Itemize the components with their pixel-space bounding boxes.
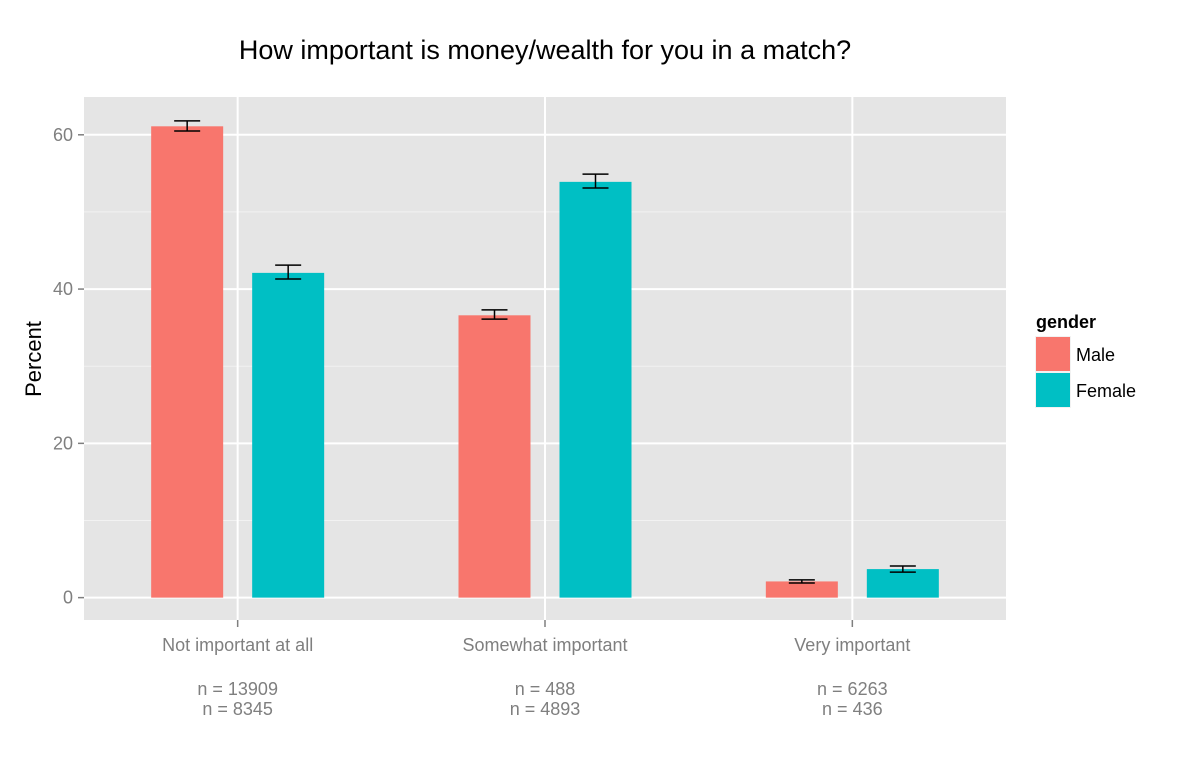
bar-male-2 xyxy=(458,315,531,598)
legend-title: gender xyxy=(1036,312,1096,332)
bar-female-1 xyxy=(252,272,325,598)
legend-key-male xyxy=(1036,337,1070,371)
sample-size-label: n = 6263 xyxy=(817,679,888,699)
sample-size-label: n = 436 xyxy=(822,699,883,719)
sample-size-label: n = 8345 xyxy=(202,699,273,719)
legend: gender Male Female xyxy=(1035,312,1136,408)
y-tick-label: 0 xyxy=(63,588,73,608)
legend-key-female xyxy=(1036,373,1070,407)
x-tick-label: Very important xyxy=(794,635,910,655)
bar-female-2 xyxy=(559,181,632,598)
major-gridlines xyxy=(84,97,1006,620)
legend-label-female: Female xyxy=(1076,381,1136,401)
y-tick-label: 20 xyxy=(53,433,73,453)
sample-size-label: n = 4893 xyxy=(510,699,581,719)
chart-title: How important is money/wealth for you in… xyxy=(239,35,851,65)
error-bars xyxy=(174,120,916,584)
legend-label-male: Male xyxy=(1076,345,1115,365)
sample-size-label: n = 13909 xyxy=(197,679,278,699)
y-axis: 0 20 40 60 xyxy=(53,125,84,608)
bars xyxy=(151,126,939,598)
sample-size-label: n = 488 xyxy=(515,679,576,699)
x-tick-label: Somewhat important xyxy=(462,635,627,655)
bar-female-3 xyxy=(866,569,939,598)
y-axis-title: Percent xyxy=(21,321,46,397)
bar-male-3 xyxy=(765,581,838,598)
y-tick-label: 40 xyxy=(53,279,73,299)
y-tick-label: 60 xyxy=(53,125,73,145)
x-tick-label: Not important at all xyxy=(162,635,313,655)
bar-male-1 xyxy=(151,126,224,598)
